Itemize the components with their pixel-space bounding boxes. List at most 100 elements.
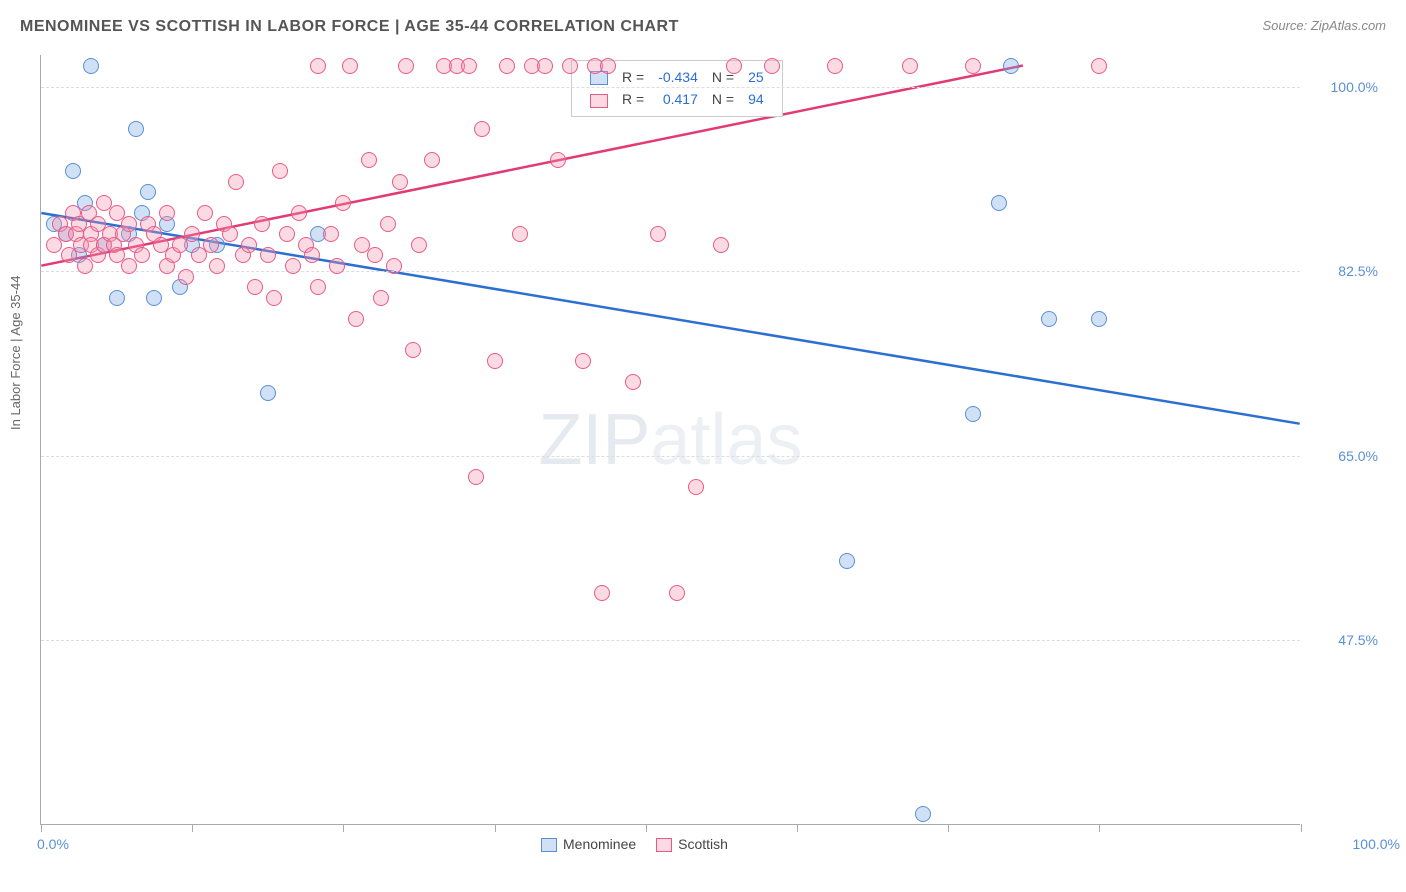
data-point: [140, 184, 156, 200]
data-point: [197, 205, 213, 221]
watermark-thin: atlas: [650, 400, 802, 480]
data-point: [1091, 311, 1107, 327]
data-point: [272, 163, 288, 179]
data-point: [512, 226, 528, 242]
data-point: [348, 311, 364, 327]
data-point: [279, 226, 295, 242]
data-point: [228, 174, 244, 190]
data-point: [487, 353, 503, 369]
y-axis-label: In Labor Force | Age 35-44: [8, 276, 23, 430]
data-point: [902, 58, 918, 74]
data-point: [1003, 58, 1019, 74]
data-point: [688, 479, 704, 495]
x-tick: [948, 824, 949, 832]
data-point: [669, 585, 685, 601]
legend-swatch: [541, 838, 557, 852]
data-point: [499, 58, 515, 74]
data-point: [965, 406, 981, 422]
x-tick: [343, 824, 344, 832]
data-point: [965, 58, 981, 74]
trend-line: [41, 213, 1299, 424]
data-point: [134, 247, 150, 263]
data-point: [310, 279, 326, 295]
data-point: [109, 290, 125, 306]
data-point: [468, 469, 484, 485]
data-point: [392, 174, 408, 190]
data-point: [323, 226, 339, 242]
grid-line: [41, 456, 1300, 457]
y-tick-label: 100.0%: [1331, 79, 1378, 95]
legend-item: Menominee: [541, 836, 636, 852]
data-point: [260, 385, 276, 401]
data-point: [991, 195, 1007, 211]
data-point: [222, 226, 238, 242]
data-point: [121, 216, 137, 232]
x-max-label: 100.0%: [1353, 836, 1400, 852]
data-point: [184, 226, 200, 242]
x-tick: [1099, 824, 1100, 832]
data-point: [247, 279, 263, 295]
grid-line: [41, 87, 1300, 88]
legend-item: Scottish: [656, 836, 728, 852]
data-point: [310, 58, 326, 74]
data-point: [304, 247, 320, 263]
trendlines-svg: [41, 55, 1300, 824]
data-point: [241, 237, 257, 253]
data-point: [1041, 311, 1057, 327]
legend-r-label: R =: [616, 67, 650, 87]
data-point: [550, 152, 566, 168]
x-min-label: 0.0%: [37, 836, 69, 852]
x-tick: [797, 824, 798, 832]
data-point: [83, 58, 99, 74]
x-tick: [1301, 824, 1302, 832]
legend-swatch: [656, 838, 672, 852]
data-point: [424, 152, 440, 168]
data-point: [726, 58, 742, 74]
legend-swatch: [590, 94, 608, 108]
data-point: [128, 121, 144, 137]
data-point: [764, 58, 780, 74]
y-tick-label: 82.5%: [1338, 263, 1378, 279]
chart-title: MENOMINEE VS SCOTTISH IN LABOR FORCE | A…: [20, 18, 679, 36]
series-legend: Menominee Scottish: [541, 836, 748, 852]
data-point: [209, 258, 225, 274]
data-point: [254, 216, 270, 232]
data-point: [373, 290, 389, 306]
data-point: [474, 121, 490, 137]
x-tick: [495, 824, 496, 832]
data-point: [411, 237, 427, 253]
watermark: ZIPatlas: [538, 399, 802, 481]
data-point: [386, 258, 402, 274]
grid-line: [41, 640, 1300, 641]
data-point: [335, 195, 351, 211]
data-point: [159, 205, 175, 221]
source-label: Source: ZipAtlas.com: [1262, 18, 1386, 33]
data-point: [713, 237, 729, 253]
data-point: [398, 58, 414, 74]
data-point: [65, 163, 81, 179]
chart-root: MENOMINEE VS SCOTTISH IN LABOR FORCE | A…: [0, 0, 1406, 892]
data-point: [178, 269, 194, 285]
data-point: [1091, 58, 1107, 74]
data-point: [915, 806, 931, 822]
data-point: [329, 258, 345, 274]
data-point: [827, 58, 843, 74]
x-tick: [192, 824, 193, 832]
data-point: [361, 152, 377, 168]
data-point: [600, 58, 616, 74]
plot-area: ZIPatlas R =-0.434N =25R =0.417N =94 Men…: [40, 55, 1300, 825]
legend-swatch: [590, 71, 608, 85]
data-point: [285, 258, 301, 274]
data-point: [380, 216, 396, 232]
data-point: [625, 374, 641, 390]
legend-n-label: N =: [706, 89, 740, 109]
watermark-bold: ZIP: [538, 400, 650, 480]
data-point: [562, 58, 578, 74]
data-point: [342, 58, 358, 74]
data-point: [594, 585, 610, 601]
y-tick-label: 65.0%: [1338, 448, 1378, 464]
x-tick: [41, 824, 42, 832]
grid-line: [41, 271, 1300, 272]
y-tick-label: 47.5%: [1338, 632, 1378, 648]
data-point: [537, 58, 553, 74]
